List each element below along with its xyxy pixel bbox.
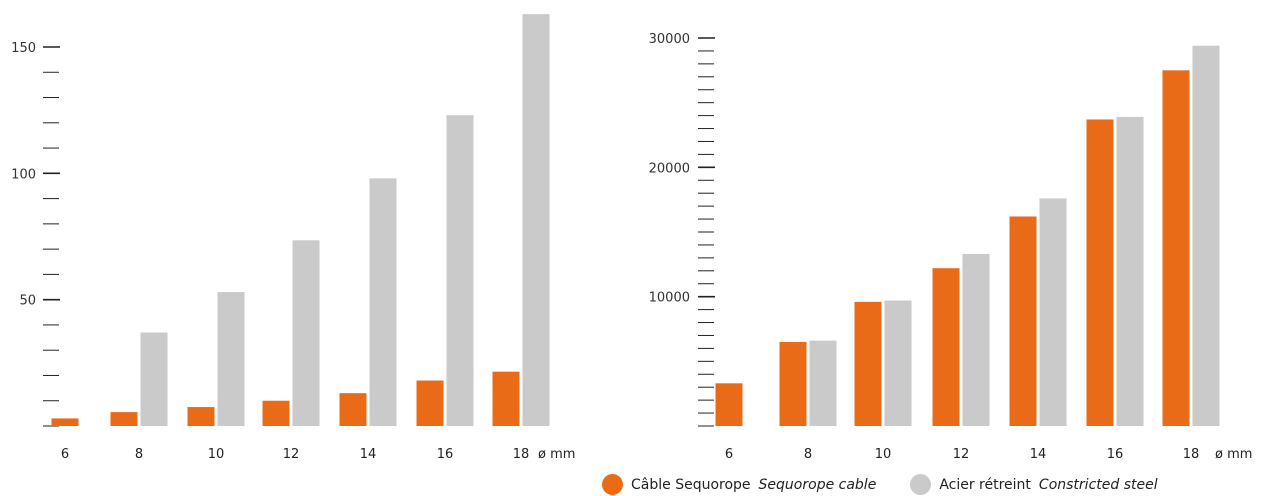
left-unit-label: ø mm [538,447,575,462]
right-x-label-6: 6 [725,447,733,462]
left-bar-sequorope-12 [262,400,290,426]
legend-swatch-sequorope [602,474,623,495]
right-unit-label: ø mm [1215,447,1252,462]
right-bar-sequorope-10 [854,301,882,426]
right-ytick-label-10000: 10000 [649,291,690,306]
right-x-label-16: 16 [1107,447,1124,462]
legend-item-steel: Acier rétreint Constricted steel [910,474,1158,495]
right-x-label-8: 8 [804,447,812,462]
right-x-label-14: 14 [1030,447,1047,462]
left-x-label-10: 10 [208,447,225,462]
right-x-label-18: 18 [1183,447,1200,462]
diameter-chart-right: 10000 20000 30000 6 8 10 12 14 16 18 ø mm [649,32,1253,462]
right-bar-steel-12 [962,253,990,426]
right-ytick-label-20000: 20000 [649,161,690,176]
right-bar-steel-14 [1039,198,1067,426]
left-x-label-6: 6 [61,447,69,462]
left-bar-sequorope-6 [51,418,79,426]
right-bar-sequorope-14 [1009,216,1037,426]
left-bar-sequorope-10 [187,407,215,426]
right-bar-sequorope-18 [1162,70,1190,426]
diameter-chart-left: 50 100 150 6 8 10 12 14 16 18 ø mm [11,14,575,462]
left-ytick-label-100: 100 [11,167,36,182]
right-bar-steel-10 [884,300,912,426]
left-bar-sequorope-16 [416,380,444,426]
right-bar-sequorope-16 [1086,119,1114,426]
legend-label-sequorope: Câble Sequorope [631,476,751,493]
right-x-label-12: 12 [953,447,970,462]
left-x-label-14: 14 [360,447,377,462]
legend-item-sequorope: Câble Sequorope Sequorope cable [602,474,876,495]
right-bar-sequorope-12 [932,268,960,426]
legend-label-steel: Acier rétreint [939,476,1031,493]
right-bar-sequorope-8 [779,341,807,426]
left-bar-steel-12 [292,240,320,426]
left-ytick-label-150: 150 [11,41,36,56]
legend-label-steel-en: Constricted steel [1038,476,1158,493]
legend-label-sequorope-en: Sequorope cable [758,476,877,493]
left-bar-steel-14 [369,178,397,426]
left-bar-sequorope-8 [110,412,138,426]
legend-swatch-steel [910,474,932,495]
left-bar-steel-16 [446,115,474,426]
chart-legend: Câble Sequorope Sequorope cable Acier ré… [602,474,1192,495]
left-x-label-8: 8 [135,447,143,462]
right-x-label-10: 10 [875,447,892,462]
left-ytick-label-50: 50 [19,294,36,309]
right-bar-steel-18 [1192,45,1220,426]
left-x-label-12: 12 [283,447,300,462]
left-bar-steel-10 [217,292,245,426]
left-bar-steel-18 [522,14,550,427]
left-bar-sequorope-18 [492,371,520,426]
right-ytick-label-30000: 30000 [649,32,690,47]
right-bar-steel-8 [809,340,837,426]
right-bar-steel-16 [1116,116,1144,426]
left-bar-steel-8 [140,332,168,426]
left-bar-sequorope-14 [339,393,367,426]
right-bar-sequorope-6 [715,383,743,426]
left-x-label-16: 16 [437,447,454,462]
left-x-label-18: 18 [513,447,530,462]
